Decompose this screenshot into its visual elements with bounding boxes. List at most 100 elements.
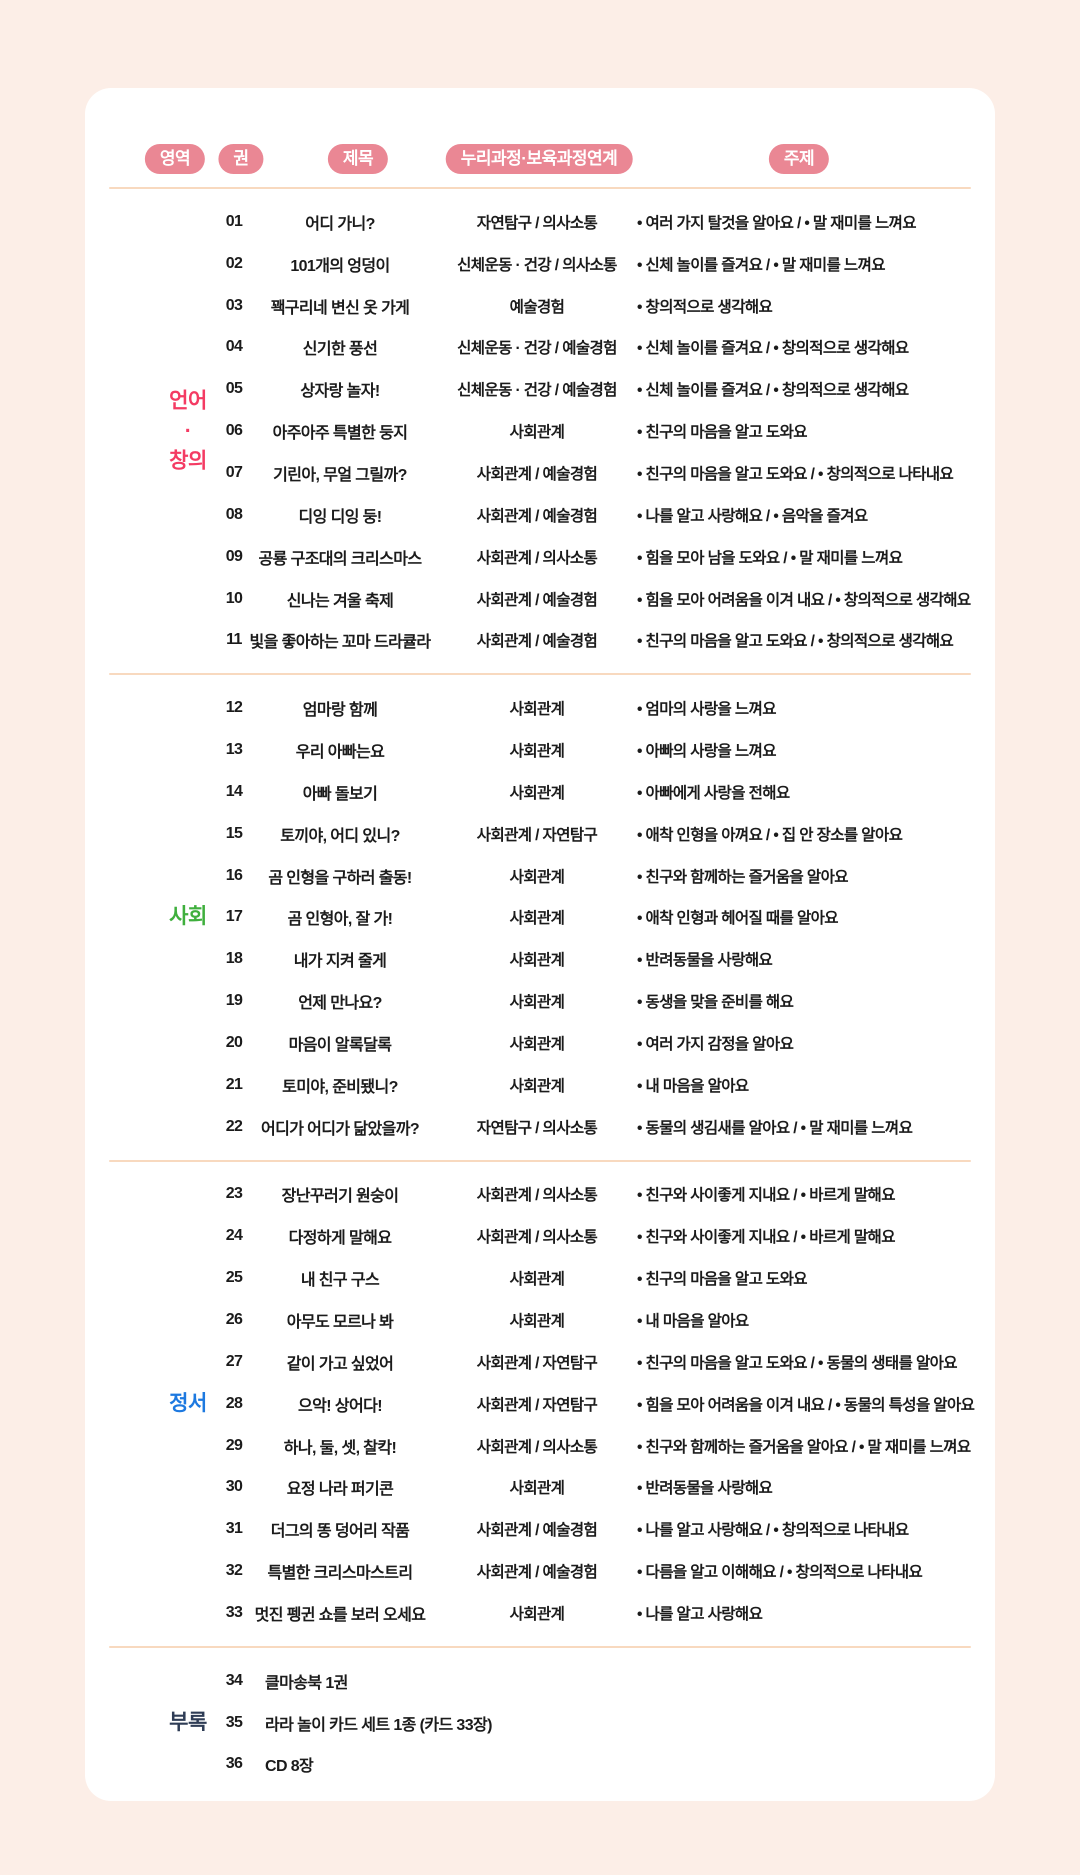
curriculum-link: 사회관계 / 자연탐구 bbox=[476, 1396, 598, 1414]
curriculum-link: 사회관계 bbox=[509, 1313, 565, 1331]
theme-text: • 여러 가지 감정을 알아요 bbox=[637, 1035, 794, 1053]
volume-number: 29 bbox=[225, 1436, 243, 1454]
book-title: 마음이 알록달록 bbox=[288, 1036, 392, 1054]
theme-text: • 친구와 함께하는 즐거움을 알아요 bbox=[637, 868, 849, 886]
area-label: 부록 bbox=[85, 1708, 291, 1738]
curriculum-link: 사회관계 bbox=[509, 743, 565, 761]
theme-text: • 아빠에게 사랑을 전해요 bbox=[637, 784, 790, 802]
curriculum-link: 사회관계 bbox=[509, 868, 565, 886]
area-label-line: 부록 bbox=[169, 1710, 207, 1734]
table-row: 28 으악! 상어다! 사회관계 / 자연탐구 • 힘을 모아 어려움을 이겨 내요 … bbox=[85, 1383, 995, 1425]
section-group: 언어 · 창의 01 어디 가니? 자연탐구 / 의사소통 • 여러 가지 탈것을 알아요 … bbox=[85, 201, 995, 661]
volume-number: 25 bbox=[225, 1269, 243, 1287]
book-title: 토미야, 준비됐니? bbox=[282, 1078, 398, 1096]
table-row: 22 어디가 어디가 닮았을까? 자연탐구 / 의사소통 • 동물의 생김새를 알아요… bbox=[85, 1106, 995, 1148]
area-label: 사회 bbox=[85, 903, 291, 933]
curriculum-link: 사회관계 bbox=[509, 784, 565, 802]
table-row: 35 라라 놀이 카드 세트 1종 (카드 33장) bbox=[85, 1702, 995, 1744]
theme-text: • 다름을 알고 이해해요 / • 창의적으로 나타내요 bbox=[637, 1564, 923, 1582]
volume-number: 12 bbox=[225, 699, 243, 717]
book-title: 장난꾸러기 원숭이 bbox=[281, 1188, 399, 1206]
curriculum-link: 사회관계 / 예술경험 bbox=[476, 591, 598, 609]
curriculum-link: 사회관계 / 의사소통 bbox=[476, 1187, 598, 1205]
table-row: 26 아무도 모르나 봐 사회관계 • 내 마음을 알아요 bbox=[85, 1299, 995, 1341]
curriculum-link: 예술경험 bbox=[509, 298, 565, 316]
curriculum-link: 신체운동 · 건강 / 의사소통 bbox=[457, 256, 617, 274]
table-row: 15 토끼야, 어디 있니? 사회관계 / 자연탐구 • 애착 인형을 아껴요 / •… bbox=[85, 813, 995, 855]
volume-number: 33 bbox=[225, 1603, 243, 1621]
volume-number: 26 bbox=[225, 1311, 243, 1329]
volume-number: 01 bbox=[225, 212, 243, 230]
theme-text: • 신체 놀이를 즐겨요 / • 창의적으로 생각해요 bbox=[637, 382, 909, 400]
column-badge-curriculum: 누리과정·보육과정연계 bbox=[445, 144, 633, 174]
volume-number: 16 bbox=[225, 866, 243, 884]
volume-number: 34 bbox=[225, 1671, 243, 1689]
curriculum-link: 사회관계 / 예술경험 bbox=[476, 507, 598, 525]
curriculum-link: 사회관계 / 의사소통 bbox=[476, 1229, 598, 1247]
curriculum-link: 사회관계 bbox=[509, 910, 565, 928]
table-row: 19 언제 만나요? 사회관계 • 동생을 맞을 준비를 해요 bbox=[85, 980, 995, 1022]
table-row: 23 장난꾸러기 원숭이 사회관계 / 의사소통 • 친구와 사이좋게 지내요 / •… bbox=[85, 1174, 995, 1216]
volume-number: 36 bbox=[225, 1755, 243, 1773]
book-title: 곰 인형아, 잘 가! bbox=[287, 911, 393, 929]
curriculum-link: 신체운동 · 건강 / 예술경험 bbox=[457, 340, 617, 358]
table-row: 08 디잉 디잉 둥! 사회관계 / 예술경험 • 나를 알고 사랑해요 / • 음악… bbox=[85, 494, 995, 536]
area-label-line: 정서 bbox=[169, 1391, 207, 1415]
volume-number: 28 bbox=[225, 1394, 243, 1412]
curriculum-link: 자연탐구 / 의사소통 bbox=[476, 1119, 598, 1137]
book-title: 특별한 크리스마스트리 bbox=[267, 1565, 413, 1583]
curriculum-link: 사회관계 / 자연탐구 bbox=[476, 1354, 598, 1372]
book-title: 토끼야, 어디 있니? bbox=[280, 827, 400, 845]
theme-text: • 동물의 생김새를 알아요 / • 말 재미를 느껴요 bbox=[637, 1119, 913, 1137]
area-label-line: 창의 bbox=[169, 449, 207, 473]
section-group: 부록 34 클마송북 1권 35 라라 놀이 카드 세트 1종 (카드 33장) 36 CD… bbox=[85, 1660, 995, 1786]
book-title: 꽥구리네 변신 옷 가게 bbox=[270, 299, 410, 317]
column-badge-volume: 권 bbox=[218, 144, 264, 174]
book-title: 상자랑 놀자! bbox=[300, 383, 380, 401]
section-group: 사회 12 엄마랑 함께 사회관계 • 엄마의 사랑을 느껴요 13 우리 아빠는요 사회관계… bbox=[85, 687, 995, 1147]
table-row: 04 신기한 풍선 신체운동 · 건강 / 예술경험 • 신체 놀이를 즐겨요 / •… bbox=[85, 327, 995, 369]
table-row: 24 다정하게 말해요 사회관계 / 의사소통 • 친구와 사이좋게 지내요 / • … bbox=[85, 1215, 995, 1257]
curriculum-link: 사회관계 / 의사소통 bbox=[476, 549, 598, 567]
book-title: 멋진 펭귄 쇼를 보러 오세요 bbox=[254, 1606, 426, 1624]
theme-text: • 친구의 마음을 알고 도와요 bbox=[637, 1271, 808, 1289]
area-label-line: · bbox=[184, 419, 192, 443]
theme-text: • 나를 알고 사랑해요 bbox=[637, 1605, 763, 1623]
table-row: 07 기린아, 무얼 그릴까? 사회관계 / 예술경험 • 친구의 마음을 알고 도와… bbox=[85, 452, 995, 494]
table-row: 02 101개의 엉덩이 신체운동 · 건강 / 의사소통 • 신체 놀이를 즐겨요 … bbox=[85, 243, 995, 285]
curriculum-link: 사회관계 / 예술경험 bbox=[476, 1564, 598, 1582]
curriculum-link: 사회관계 bbox=[509, 1605, 565, 1623]
table-row: 09 공룡 구조대의 크리스마스 사회관계 / 의사소통 • 힘을 모아 남을 도와요… bbox=[85, 536, 995, 578]
book-title: 빛을 좋아하는 꼬마 드라큘라 bbox=[249, 634, 432, 652]
table-row: 29 하나, 둘, 셋, 찰칵! 사회관계 / 의사소통 • 친구와 함께하는 즐거움… bbox=[85, 1425, 995, 1467]
header-divider bbox=[109, 187, 971, 189]
book-title: 곰 인형을 구하러 출동! bbox=[268, 869, 412, 887]
curriculum-link: 사회관계 / 예술경험 bbox=[476, 633, 598, 651]
book-title: 어디가 어디가 닮았을까? bbox=[260, 1120, 420, 1138]
book-title: 공룡 구조대의 크리스마스 bbox=[258, 550, 422, 568]
volume-number: 22 bbox=[225, 1117, 243, 1135]
table-row: 30 요정 나라 퍼기콘 사회관계 • 반려동물을 사랑해요 bbox=[85, 1466, 995, 1508]
book-title: 요정 나라 퍼기콘 bbox=[286, 1481, 394, 1499]
section-divider bbox=[109, 1645, 971, 1648]
volume-number: 07 bbox=[225, 463, 243, 481]
book-title: 디잉 디잉 둥! bbox=[298, 508, 382, 526]
table-row: 13 우리 아빠는요 사회관계 • 아빠의 사랑을 느껴요 bbox=[85, 729, 995, 771]
table-row: 27 같이 가고 싶었어 사회관계 / 자연탐구 • 친구의 마음을 알고 도와요 /… bbox=[85, 1341, 995, 1383]
theme-text: • 친구의 마음을 알고 도와요 bbox=[637, 424, 808, 442]
table-row: 10 신나는 겨울 축제 사회관계 / 예술경험 • 힘을 모아 어려움을 이겨 내요… bbox=[85, 578, 995, 620]
theme-text: • 신체 놀이를 즐겨요 / • 창의적으로 생각해요 bbox=[637, 340, 909, 358]
table-row: 33 멋진 펭귄 쇼를 보러 오세요 사회관계 • 나를 알고 사랑해요 bbox=[85, 1592, 995, 1634]
curriculum-link: 사회관계 bbox=[509, 701, 565, 719]
theme-text: • 여러 가지 탈것을 알아요 / • 말 재미를 느껴요 bbox=[637, 214, 917, 232]
theme-text: • 신체 놀이를 즐겨요 / • 말 재미를 느껴요 bbox=[637, 256, 886, 274]
theme-text: • 힘을 모아 어려움을 이겨 내요 / • 동물의 특성을 알아요 bbox=[637, 1396, 975, 1414]
book-title: 엄마랑 함께 bbox=[302, 702, 378, 720]
area-label-line: 사회 bbox=[169, 905, 207, 929]
volume-number: 10 bbox=[225, 589, 243, 607]
curriculum-link: 사회관계 / 의사소통 bbox=[476, 1438, 598, 1456]
volume-number: 31 bbox=[225, 1520, 243, 1538]
table-row: 21 토미야, 준비됐니? 사회관계 • 내 마음을 알아요 bbox=[85, 1064, 995, 1106]
theme-text: • 아빠의 사랑을 느껴요 bbox=[637, 743, 776, 761]
